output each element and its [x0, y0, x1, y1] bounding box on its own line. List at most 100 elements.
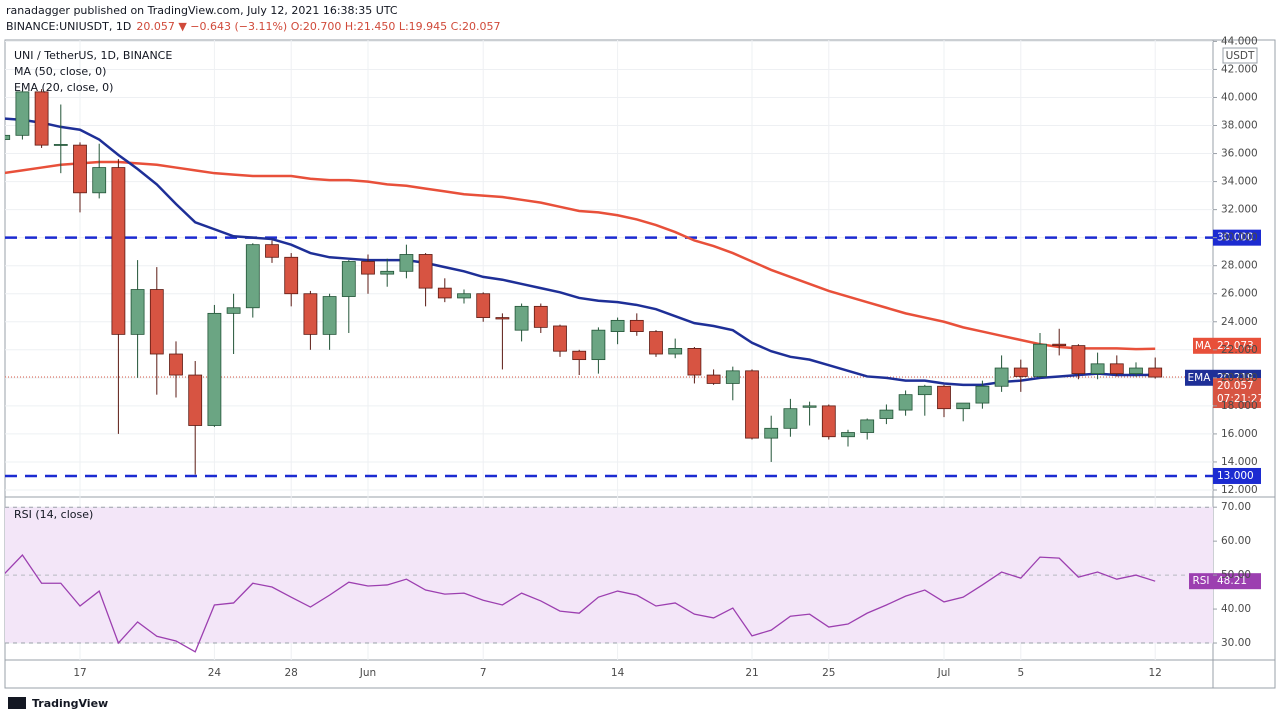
y-tick-label: 44.000	[1221, 35, 1258, 47]
y-tick-label: 36.000	[1221, 148, 1258, 160]
x-tick-label: 12	[1149, 667, 1162, 679]
x-tick-label: 28	[285, 667, 298, 679]
candle-body	[245, 244, 260, 309]
candle-body	[975, 385, 990, 404]
footer-brand: TradingView	[32, 697, 108, 710]
candle-body	[687, 348, 702, 376]
candle-body	[1148, 367, 1163, 378]
candle-body	[860, 419, 875, 433]
level-tag	[1213, 229, 1261, 246]
candle-body	[169, 353, 183, 376]
x-tick-label: 17	[73, 667, 86, 679]
series-tag-name-box	[1189, 573, 1213, 590]
candle-body	[783, 408, 798, 429]
y-tick-label: 34.000	[1221, 176, 1258, 188]
candle-body	[668, 348, 683, 355]
y-tick-label: 50.00	[1221, 569, 1251, 581]
candle-body	[15, 91, 30, 136]
y-tick-label: 30.00	[1221, 637, 1251, 649]
candle-body	[1129, 367, 1143, 375]
level-tag-label: 30.000	[1217, 232, 1254, 244]
indicator-line	[5, 160, 1156, 351]
series-tag-name: RSI	[1192, 575, 1209, 587]
y-tick-label: 28.000	[1221, 260, 1258, 272]
candle-body	[937, 385, 951, 410]
x-tick-label: 5	[1017, 667, 1024, 679]
candle-body	[898, 394, 913, 411]
candle-body	[53, 144, 68, 146]
plot-area	[5, 40, 1213, 660]
brand-logo	[8, 697, 26, 709]
candle-body	[265, 244, 279, 258]
y-tick-label: 26.000	[1221, 288, 1258, 300]
series-tag-box	[1213, 337, 1261, 354]
candle-body	[610, 319, 625, 332]
candle-body	[303, 293, 318, 335]
symbol-legend: UNI / TetherUS, 1D, BINANCE	[14, 49, 172, 62]
candle-body	[841, 432, 855, 438]
series-tag-name-box	[1185, 369, 1213, 386]
candle-body	[994, 367, 1009, 387]
y-tick-label: 14.000	[1221, 456, 1258, 468]
candle-body	[514, 305, 529, 331]
series-tag-name-box	[1193, 337, 1213, 354]
y-tick-label: 40.000	[1221, 91, 1258, 103]
candle-body	[553, 325, 567, 352]
candle-body	[649, 331, 663, 355]
candle-body	[956, 402, 971, 410]
level-tag	[1213, 467, 1261, 484]
last-price-box	[1213, 378, 1261, 409]
candle-body	[399, 254, 414, 272]
candle-body	[437, 287, 452, 299]
candle-body	[725, 370, 740, 384]
candle-body	[629, 319, 644, 332]
series-tag-box	[1213, 573, 1261, 590]
candle-body	[495, 317, 510, 320]
candle-body	[1013, 367, 1028, 377]
candle-body	[1052, 343, 1067, 347]
indicator-line	[5, 117, 1156, 387]
level-tag-label: 13.000	[1217, 470, 1254, 482]
candle-body	[457, 293, 471, 299]
x-tick-label: 25	[822, 667, 835, 679]
x-tick-label: 21	[745, 667, 758, 679]
published-line: ranadagger published on TradingView.com,…	[6, 4, 398, 17]
currency-label: USDT	[1226, 50, 1255, 62]
candle-body	[361, 261, 375, 275]
x-tick-label: Jul	[937, 667, 951, 679]
x-tick-label: 24	[208, 667, 222, 679]
candle-body	[745, 370, 759, 439]
candle-body	[533, 305, 548, 328]
symbol: BINANCE:UNIUSDT, 1D	[6, 20, 131, 33]
y-tick-label: 60.00	[1221, 535, 1251, 547]
candle-body	[802, 405, 817, 408]
y-tick-label: 16.000	[1221, 428, 1258, 440]
candle-body	[1033, 343, 1047, 377]
candle-body	[73, 144, 87, 194]
candle-body	[34, 91, 49, 146]
series-tag-name: MA	[1195, 340, 1212, 352]
candle-body	[380, 270, 395, 275]
candle-body	[821, 405, 836, 438]
candle-body	[917, 385, 932, 396]
last-price-label: 20.057	[1217, 380, 1254, 392]
frame	[4, 39, 1276, 689]
candle-body	[92, 167, 107, 194]
candle-body	[706, 374, 721, 384]
candle-body	[1090, 363, 1105, 375]
candle-body	[5, 134, 11, 140]
candle-body	[284, 256, 299, 295]
currency-box	[1222, 47, 1258, 64]
y-tick-label: 18.000	[1221, 400, 1258, 412]
candle-body	[1071, 345, 1086, 375]
y-tick-label: 20.000	[1221, 372, 1258, 384]
quote: 20.057 ▼ −0.643 (−3.11%) O:20.700 H:21.4…	[136, 20, 500, 33]
x-tick-label: Jun	[359, 667, 376, 679]
x-tick-label: 7	[480, 667, 487, 679]
candle-body	[111, 167, 126, 335]
candle-body	[591, 329, 606, 361]
y-tick-label: 70.00	[1221, 501, 1251, 513]
y-tick-label: 22.000	[1221, 344, 1258, 356]
